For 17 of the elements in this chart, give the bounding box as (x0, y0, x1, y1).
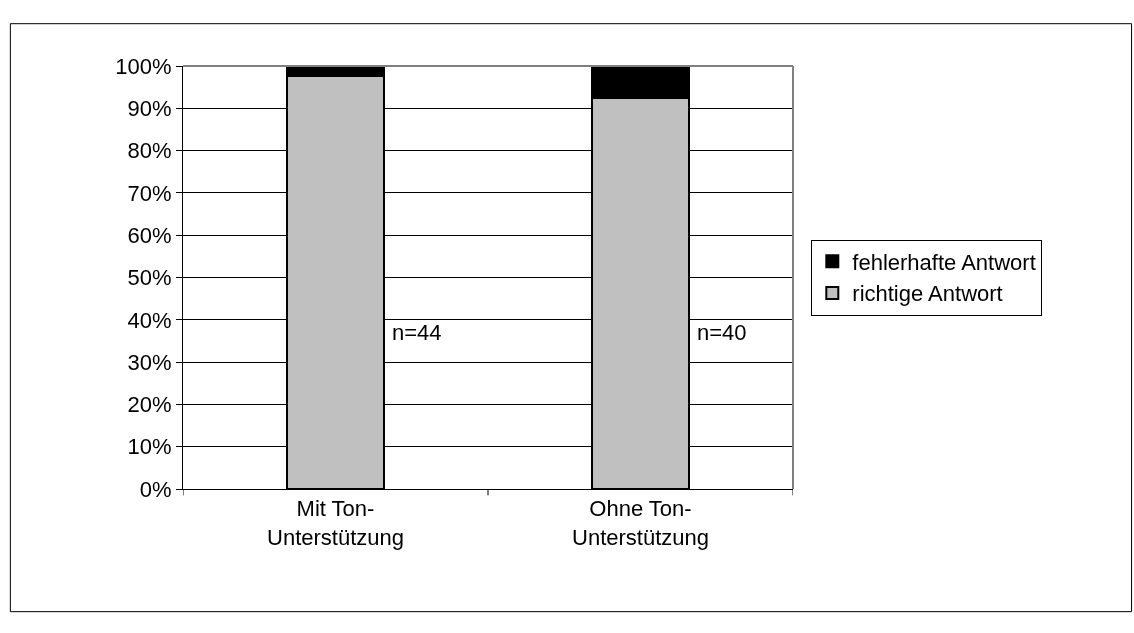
legend-label: richtige Antwort (852, 281, 1003, 307)
y-tick-label: 90% (127, 96, 172, 121)
y-tick-label: 30% (127, 349, 172, 375)
annotation: n=40 (697, 320, 747, 345)
annotation: n=44 (392, 320, 442, 345)
y-tick-label: 100% (115, 53, 172, 79)
legend-label: fehlerhafte Antwort (852, 249, 1036, 275)
y-tick-label: 60% (127, 222, 172, 248)
y-tick-label: 40% (127, 307, 172, 333)
y-tick-label: 70% (127, 180, 172, 206)
x-tick-label: Mit Ton- Unterstützung (267, 496, 404, 550)
x-tick-label: Ohne Ton- Unterstützung (572, 496, 709, 550)
y-tick-label: 50% (127, 265, 172, 291)
y-tick-label: 10% (127, 434, 172, 460)
y-tick-label: 80% (127, 138, 172, 164)
y-tick-label: 20% (127, 392, 172, 418)
y-tick-label: 0% (139, 476, 172, 502)
